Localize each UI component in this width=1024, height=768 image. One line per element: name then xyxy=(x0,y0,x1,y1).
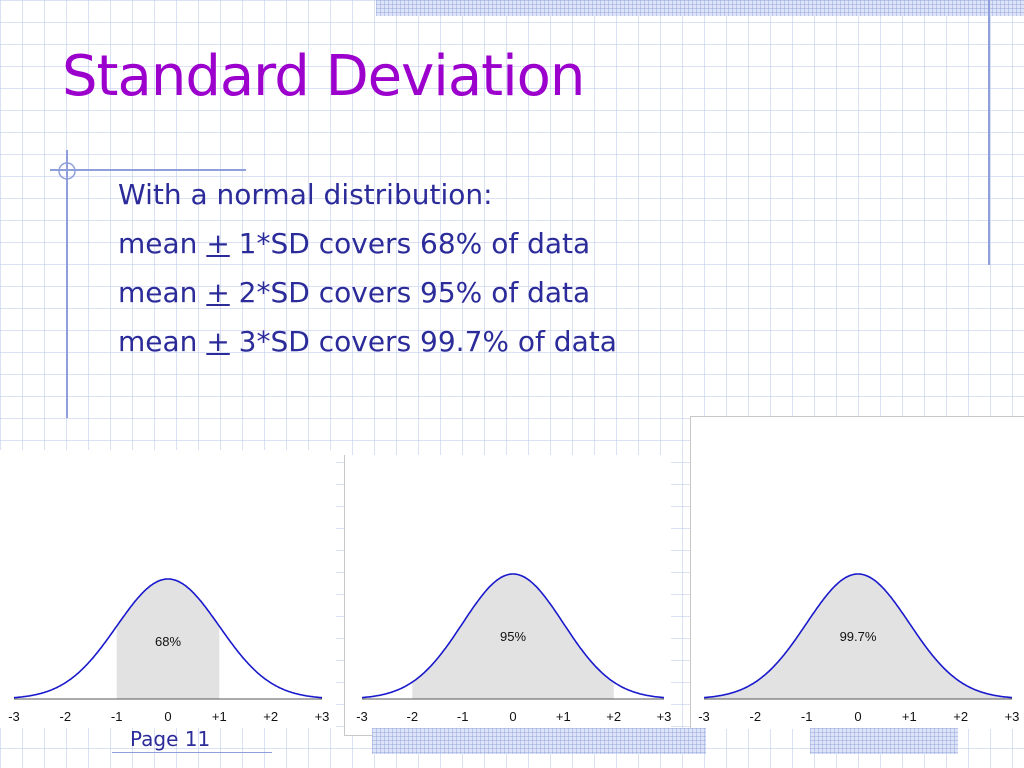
footer-decorative-strip xyxy=(810,728,958,754)
percentage-label: 95% xyxy=(500,629,526,644)
bullet-line: mean + 1*SD covers 68% of data xyxy=(118,219,617,268)
tick-label: +1 xyxy=(902,709,917,724)
crosshair-icon xyxy=(58,162,76,180)
tick-label: +3 xyxy=(657,709,672,724)
tick-label: -2 xyxy=(60,709,72,724)
bullet-list: With a normal distribution: mean + 1*SD … xyxy=(118,170,617,366)
bullet-line: mean + 3*SD covers 99.7% of data xyxy=(118,317,617,366)
tick-label: -2 xyxy=(407,709,419,724)
bell-curve-2 xyxy=(361,573,665,699)
bell-curve-1 xyxy=(13,578,323,699)
right-decorative-line xyxy=(988,0,990,265)
tick-label: +3 xyxy=(315,709,330,724)
bullet-text: mean xyxy=(118,227,207,260)
tick-label: -1 xyxy=(457,709,469,724)
shaded-area-3 xyxy=(704,574,1012,699)
tick-label: -1 xyxy=(111,709,123,724)
tick-label: -2 xyxy=(750,709,762,724)
tick-label: +2 xyxy=(606,709,621,724)
bullet-text: 2*SD covers 95% of data xyxy=(229,276,591,309)
bullet-line: With a normal distribution: xyxy=(118,170,617,219)
tick-label: +3 xyxy=(1005,709,1020,724)
plus-minus-symbol: + xyxy=(206,227,230,260)
plus-minus-symbol: + xyxy=(206,325,230,358)
shaded-area-1 xyxy=(116,579,220,699)
tick-label: +2 xyxy=(953,709,968,724)
normal-distribution-charts: 68% -3 -2 -1 0 +1 +2 +3 95% -3 -2 -1 0 +1 +2 +3 99.7% -3 -… xyxy=(8,573,1020,724)
tick-label: +2 xyxy=(263,709,278,724)
tick-label: 0 xyxy=(509,709,516,724)
plus-minus-symbol: + xyxy=(206,276,230,309)
tick-label: -1 xyxy=(801,709,813,724)
tick-label: -3 xyxy=(8,709,20,724)
bullet-text: 3*SD covers 99.7% of data xyxy=(229,325,617,358)
footer-decorative-strip xyxy=(372,728,706,754)
bell-curve-3 xyxy=(703,573,1013,699)
left-decorative-line xyxy=(66,150,68,418)
tick-label: +1 xyxy=(556,709,571,724)
tick-label: -3 xyxy=(698,709,710,724)
percentage-label: 68% xyxy=(155,634,181,649)
bullet-line: mean + 2*SD covers 95% of data xyxy=(118,268,617,317)
percentage-label: 99.7% xyxy=(840,629,877,644)
shaded-area-2 xyxy=(412,574,614,699)
tick-label: 0 xyxy=(854,709,861,724)
bullet-text: 1*SD covers 68% of data xyxy=(229,227,591,260)
page-title: Standard Deviation xyxy=(62,44,585,109)
divider-line xyxy=(50,169,246,171)
tick-label: 0 xyxy=(164,709,171,724)
tick-label: +1 xyxy=(212,709,227,724)
bullet-text: mean xyxy=(118,325,207,358)
bullet-text: With a normal distribution: xyxy=(118,178,493,211)
top-decorative-band xyxy=(376,0,1024,16)
tick-label: -3 xyxy=(356,709,368,724)
page-number: Page 11 xyxy=(130,727,211,751)
bullet-text: mean xyxy=(118,276,207,309)
footer-underline xyxy=(112,752,272,753)
